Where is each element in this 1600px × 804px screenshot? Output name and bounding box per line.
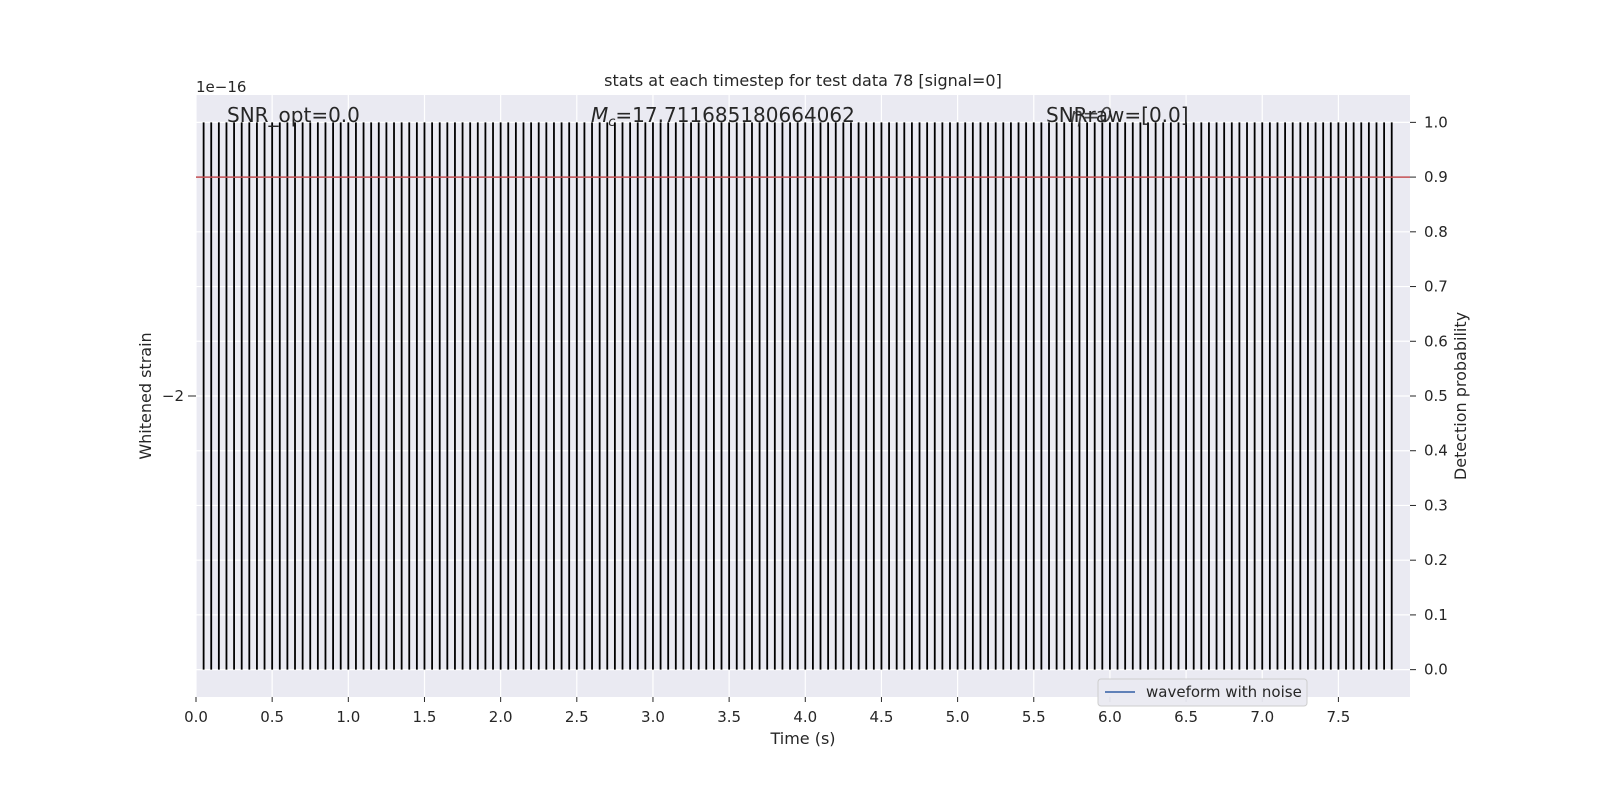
x-axis-ticks: 0.0 0.5 1.0 1.5 2.0 2.5 3.0 3.5 4.0 4.5 5.0 5.5 6.0 6…	[184, 697, 1350, 726]
annotations: SNR_opt=0.0 Mc=17.711685180664062 SNRraw…	[227, 103, 1189, 130]
x-tick-label: 0.0	[184, 708, 208, 726]
x-tick-label: 1.0	[336, 708, 360, 726]
chirp-mass-value: =17.711685180664062	[615, 103, 854, 127]
x-tick-label: 3.0	[641, 708, 665, 726]
legend: waveform with noise	[1097, 678, 1308, 707]
right-y-tick-label: 0.3	[1424, 496, 1448, 514]
right-y-tick-label: 0.0	[1424, 661, 1448, 679]
x-tick-label: 7.5	[1326, 708, 1350, 726]
chirp-mass-annotation: Mc=17.711685180664062	[591, 103, 855, 130]
chirp-mass-symbol: M	[591, 103, 608, 127]
x-tick-label: 5.5	[1022, 708, 1046, 726]
x-tick-label: 1.5	[413, 708, 437, 726]
x-tick-label: 7.0	[1250, 708, 1274, 726]
x-tick-label: 4.0	[793, 708, 817, 726]
right-y-tick-label: 0.6	[1424, 332, 1448, 350]
chirp-mass-subscript: c	[608, 115, 615, 130]
left-axis-offset-text: 1e−16	[196, 78, 246, 96]
right-y-tick-label: 0.5	[1424, 387, 1448, 405]
x-tick-label: 5.0	[946, 708, 970, 726]
left-y-axis-label: Whitened strain	[136, 332, 155, 459]
x-tick-label: 6.5	[1174, 708, 1198, 726]
x-tick-label: 0.5	[260, 708, 284, 726]
chart-title: stats at each timestep for test data 78 …	[604, 71, 1002, 90]
right-y-tick-label: 0.1	[1424, 606, 1448, 624]
legend-label: waveform with noise	[1146, 683, 1302, 701]
right-y-tick-label: 0.7	[1424, 278, 1448, 296]
snr-opt-annotation: SNR_opt=0.0	[227, 103, 360, 127]
right-y-axis-label: Detection probability	[1451, 312, 1470, 480]
x-axis-label: Time (s)	[769, 729, 835, 748]
right-y-axis-ticks: 0.0 0.1 0.2 0.3 0.4 0.5 0.6 0.7 0.8 0.9 1.0	[1410, 113, 1448, 679]
snr-raw-overlap-annotation: η=0	[1070, 103, 1112, 127]
x-tick-label: 2.5	[565, 708, 589, 726]
x-tick-label: 2.0	[489, 708, 513, 726]
left-y-axis-tick: −2	[162, 387, 196, 405]
right-y-tick-label: 0.8	[1424, 223, 1448, 241]
left-y-tick-label: −2	[162, 387, 184, 405]
legend-box	[1097, 678, 1308, 707]
right-y-tick-label: 0.4	[1424, 442, 1448, 460]
detection-spikes	[202, 122, 1393, 670]
right-y-tick-label: 0.2	[1424, 551, 1448, 569]
right-y-tick-label: 1.0	[1424, 113, 1448, 131]
right-y-tick-label: 0.9	[1424, 168, 1448, 186]
snr-raw-annotation: SNRraw=[0.0]	[1046, 103, 1189, 127]
x-tick-label: 6.0	[1098, 708, 1122, 726]
x-tick-label: 3.5	[717, 708, 741, 726]
x-tick-label: 4.5	[870, 708, 894, 726]
